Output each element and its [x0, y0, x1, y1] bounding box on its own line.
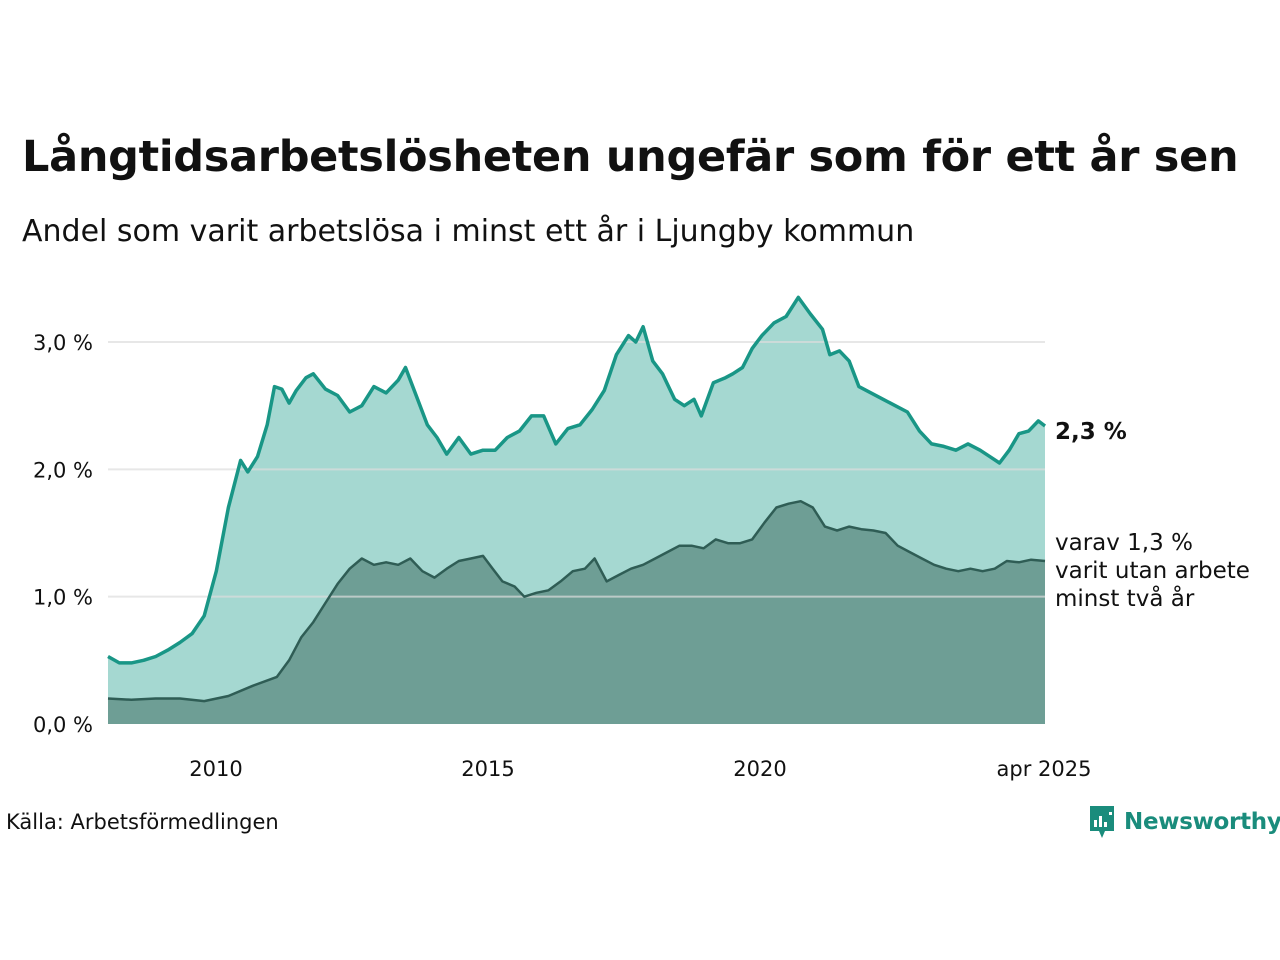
x-tick-label: apr 2025 [997, 757, 1092, 781]
y-tick-label: 3,0 % [33, 331, 93, 355]
y-tick-label: 2,0 % [33, 458, 93, 482]
x-tick-label: 2020 [733, 757, 786, 781]
series-two-year-end-label: varav 1,3 % varit utan arbete minst två år [1055, 530, 1250, 612]
series-two-year-area [108, 501, 1045, 724]
x-tick-label: 2010 [189, 757, 242, 781]
y-tick-label: 0,0 % [33, 713, 93, 737]
source-note: Källa: Arbetsförmedlingen [6, 810, 279, 834]
series-total-line [107, 295, 1047, 665]
chart-subtitle: Andel som varit arbetslösa i minst ett å… [22, 214, 915, 249]
bar-chart-pin-icon [1090, 806, 1114, 838]
series-two-year-line [107, 499, 1046, 703]
x-tick-label: 2015 [461, 757, 514, 781]
newsworthy-logo: Newsworthy [1088, 804, 1280, 840]
chart-title: Långtidsarbetslösheten ungefär som för e… [22, 132, 1239, 182]
series-total-end-label: 2,3 % [1055, 419, 1127, 445]
y-tick-label: 1,0 % [33, 586, 93, 610]
logo-text: Newsworthy [1124, 809, 1280, 835]
